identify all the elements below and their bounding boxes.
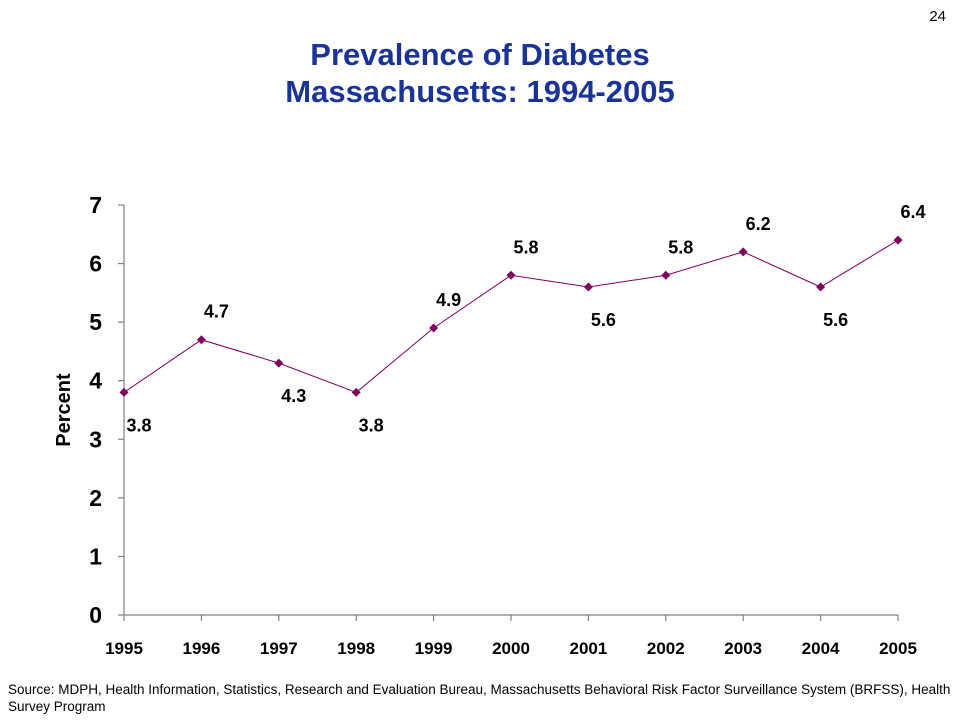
title-line-1: Prevalence of Diabetes [310, 37, 650, 72]
title-line-2: Massachusetts: 1994-2005 [285, 74, 675, 109]
x-tick-label: 1996 [182, 639, 220, 658]
x-tick-label: 2003 [724, 639, 762, 658]
data-label: 5.6 [823, 310, 848, 330]
data-point-marker [583, 282, 593, 292]
data-point-marker [429, 323, 439, 333]
y-tick-label: 3 [89, 426, 102, 452]
data-point-marker [738, 247, 748, 257]
data-label: 6.2 [746, 214, 771, 234]
slide-number: 24 [929, 8, 946, 25]
data-point-marker [816, 282, 826, 292]
y-tick-label: 1 [89, 543, 102, 569]
data-point-marker [506, 270, 516, 280]
page-title: Prevalence of Diabetes Massachusetts: 19… [0, 36, 960, 110]
x-tick-label: 1997 [260, 639, 298, 658]
x-tick-label: 2002 [647, 639, 685, 658]
x-tick-label: 2005 [879, 639, 917, 658]
y-tick-label: 5 [89, 309, 102, 335]
y-tick-label: 7 [89, 192, 102, 218]
data-label: 3.8 [359, 415, 384, 435]
x-tick-label: 2000 [492, 639, 530, 658]
x-tick-label: 2001 [569, 639, 607, 658]
y-tick-label: 0 [89, 602, 102, 628]
x-tick-label: 1995 [105, 639, 143, 658]
data-label: 3.8 [126, 415, 151, 435]
y-tick-label: 6 [89, 251, 102, 277]
data-label: 4.3 [281, 386, 306, 406]
x-tick-label: 1998 [337, 639, 375, 658]
diabetes-line-chart: 0 1 2 3 4 5 6 7 1995 1996 1997 1998 1999 2000 2001 2002… [53, 192, 926, 658]
data-label: 6.4 [900, 202, 925, 222]
data-label: 5.6 [591, 310, 616, 330]
data-point-marker [661, 270, 671, 280]
series-line [123, 239, 899, 393]
data-point-marker [119, 387, 129, 397]
data-label: 5.8 [668, 237, 693, 257]
data-point-marker [893, 235, 903, 245]
data-label: 4.7 [204, 302, 229, 322]
y-tick-label: 4 [89, 368, 102, 394]
y-tick-label: 2 [89, 485, 102, 511]
x-tick-label: 1999 [415, 639, 453, 658]
data-point-marker [274, 358, 284, 368]
x-tick-label: 2004 [802, 639, 840, 658]
data-label: 4.9 [436, 290, 461, 310]
source-note: Source: MDPH, Health Information, Statis… [8, 682, 951, 714]
data-point-marker [196, 335, 206, 345]
data-point-marker [351, 387, 361, 397]
y-axis-title: Percent [53, 373, 75, 447]
data-label: 5.8 [513, 237, 538, 257]
